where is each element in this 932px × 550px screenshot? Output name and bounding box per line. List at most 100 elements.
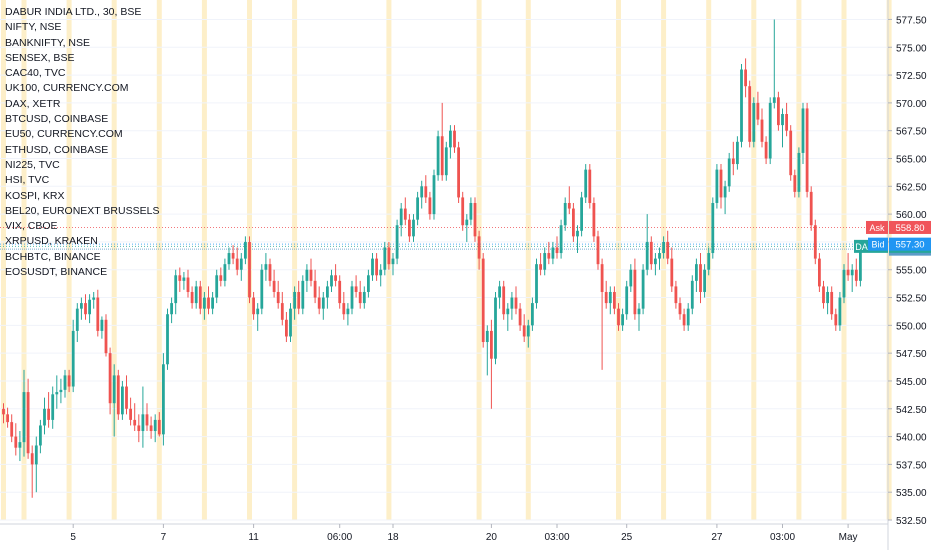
candle[interactable] bbox=[826, 286, 829, 315]
candle[interactable] bbox=[600, 258, 604, 370]
candle[interactable] bbox=[649, 236, 653, 270]
candle[interactable] bbox=[567, 186, 571, 215]
candle[interactable] bbox=[744, 58, 747, 98]
candle[interactable] bbox=[59, 378, 63, 404]
candle[interactable] bbox=[166, 308, 169, 370]
candle[interactable] bbox=[625, 280, 629, 320]
candle[interactable] bbox=[346, 303, 350, 326]
candle[interactable] bbox=[211, 291, 214, 315]
candle[interactable] bbox=[781, 108, 784, 148]
candle[interactable] bbox=[264, 253, 268, 281]
candle[interactable] bbox=[112, 364, 116, 437]
candle[interactable] bbox=[670, 247, 674, 292]
overlay-symbol[interactable]: NIFTY, NSE bbox=[5, 21, 62, 34]
candle[interactable] bbox=[461, 191, 465, 231]
candle[interactable] bbox=[18, 431, 22, 462]
candle[interactable] bbox=[305, 264, 309, 292]
candle[interactable] bbox=[695, 258, 698, 292]
overlay-symbol[interactable]: EOSUSDT, BINANCE bbox=[5, 266, 108, 279]
candle[interactable] bbox=[748, 80, 752, 148]
candle[interactable] bbox=[403, 197, 407, 226]
candle[interactable] bbox=[736, 136, 739, 170]
candle[interactable] bbox=[162, 353, 165, 446]
candle[interactable] bbox=[129, 397, 132, 426]
candle[interactable] bbox=[686, 303, 690, 331]
candle[interactable] bbox=[198, 280, 202, 315]
candle[interactable] bbox=[104, 314, 108, 357]
candle[interactable] bbox=[84, 294, 87, 320]
candle[interactable] bbox=[531, 297, 534, 331]
candle[interactable] bbox=[506, 303, 510, 331]
candle[interactable] bbox=[818, 253, 821, 292]
overlay-symbol[interactable]: VIX, CBOE bbox=[5, 220, 58, 233]
overlay-symbol[interactable]: BANKNIFTY, NSE bbox=[5, 36, 90, 49]
candle[interactable] bbox=[772, 19, 776, 109]
candle[interactable] bbox=[2, 403, 5, 424]
candle[interactable] bbox=[51, 386, 55, 429]
candle[interactable] bbox=[563, 197, 567, 231]
candle[interactable] bbox=[379, 264, 383, 287]
candle[interactable] bbox=[727, 152, 731, 192]
overlay-symbol[interactable]: ETHUSD, COINBASE bbox=[5, 143, 109, 156]
candle[interactable] bbox=[559, 219, 563, 259]
candle[interactable] bbox=[805, 102, 809, 198]
candle[interactable] bbox=[436, 130, 440, 181]
candle[interactable] bbox=[654, 253, 657, 276]
candle[interactable] bbox=[440, 102, 444, 181]
candle[interactable] bbox=[707, 247, 711, 276]
candle[interactable] bbox=[248, 236, 251, 304]
bid-price-tag[interactable]: Bid 557.30 bbox=[868, 237, 931, 251]
candle[interactable] bbox=[297, 280, 301, 315]
candle[interactable] bbox=[145, 403, 149, 432]
candle[interactable] bbox=[764, 136, 768, 165]
candle[interactable] bbox=[6, 407, 9, 428]
candle[interactable] bbox=[768, 97, 772, 165]
candle[interactable] bbox=[850, 264, 854, 292]
candle[interactable] bbox=[703, 264, 706, 298]
candle[interactable] bbox=[395, 219, 399, 265]
candle[interactable] bbox=[350, 280, 354, 315]
candle[interactable] bbox=[309, 258, 313, 287]
candle[interactable] bbox=[22, 369, 26, 457]
candle[interactable] bbox=[465, 214, 469, 242]
candle[interactable] bbox=[170, 297, 173, 324]
candle[interactable] bbox=[256, 303, 260, 331]
candle[interactable] bbox=[391, 253, 395, 276]
candle[interactable] bbox=[453, 125, 456, 153]
candle[interactable] bbox=[96, 289, 100, 337]
candle[interactable] bbox=[637, 303, 641, 331]
candle[interactable] bbox=[239, 253, 243, 281]
candle[interactable] bbox=[125, 375, 128, 415]
candle[interactable] bbox=[662, 236, 665, 259]
main-symbol-title[interactable]: DABUR INDIA LTD., 30, BSE bbox=[5, 6, 142, 18]
candle[interactable] bbox=[526, 319, 530, 348]
candle[interactable] bbox=[592, 197, 596, 242]
ask-price-tag[interactable]: Ask 558.80 bbox=[866, 220, 931, 234]
candle[interactable] bbox=[30, 445, 34, 498]
candle[interactable] bbox=[711, 197, 715, 259]
candle[interactable] bbox=[588, 164, 592, 209]
candle[interactable] bbox=[321, 291, 325, 320]
candle[interactable] bbox=[752, 97, 756, 148]
candle[interactable] bbox=[416, 191, 419, 226]
candle[interactable] bbox=[43, 397, 46, 435]
candle[interactable] bbox=[449, 125, 452, 159]
candle[interactable] bbox=[358, 280, 362, 309]
candle[interactable] bbox=[584, 164, 588, 203]
candle[interactable] bbox=[207, 286, 210, 315]
candle[interactable] bbox=[477, 230, 481, 270]
candle[interactable] bbox=[412, 214, 415, 242]
candle[interactable] bbox=[629, 264, 633, 292]
candle[interactable] bbox=[641, 264, 645, 315]
candle[interactable] bbox=[227, 247, 231, 270]
candle[interactable] bbox=[149, 416, 153, 439]
candle[interactable] bbox=[92, 291, 96, 309]
candle[interactable] bbox=[157, 412, 161, 437]
overlay-symbol[interactable]: DAX, XETR bbox=[5, 97, 61, 110]
candle[interactable] bbox=[723, 180, 727, 215]
candle[interactable] bbox=[47, 392, 50, 428]
candle[interactable] bbox=[428, 191, 432, 220]
candle[interactable] bbox=[633, 258, 637, 320]
candle[interactable] bbox=[830, 286, 834, 320]
candle[interactable] bbox=[547, 241, 551, 265]
